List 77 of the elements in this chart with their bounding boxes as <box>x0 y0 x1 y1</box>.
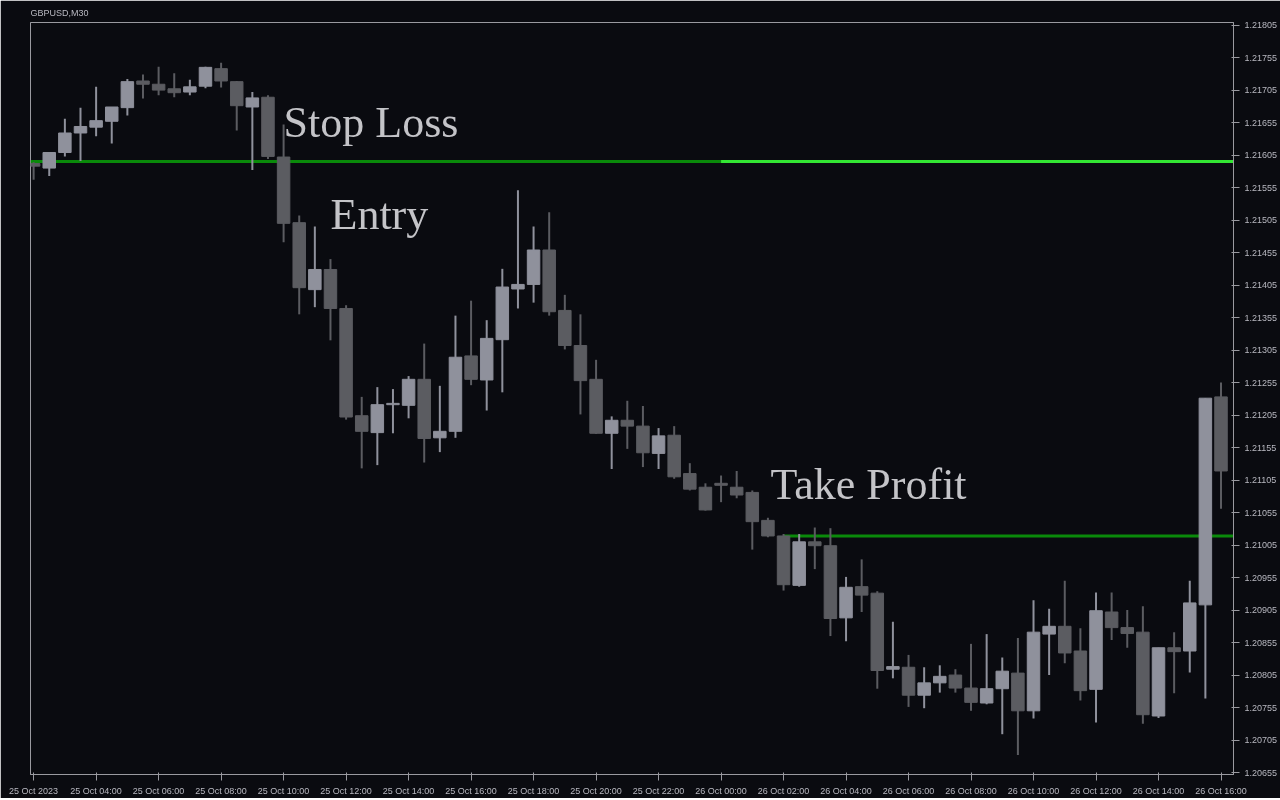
x-tick-label: 25 Oct 2023 <box>9 785 59 796</box>
y-tick-label: 1.21155 <box>1244 442 1277 453</box>
x-tick-label: 26 Oct 08:00 <box>945 785 997 796</box>
y-tick-label: 1.21805 <box>1244 20 1278 31</box>
candlestick <box>89 85 103 138</box>
candlestick <box>42 151 56 177</box>
y-tick-label: 1.21305 <box>1244 345 1278 356</box>
x-tick-label: 25 Oct 18:00 <box>507 785 560 796</box>
candlestick <box>620 399 635 450</box>
candlestick <box>948 668 963 694</box>
y-tick-label: 1.21555 <box>1244 182 1278 193</box>
candlestick <box>1042 607 1056 677</box>
candlestick <box>58 117 72 158</box>
candlestick <box>464 299 478 387</box>
y-tick-label: 1.21055 <box>1244 507 1278 518</box>
candlestick <box>433 384 447 454</box>
candlestick <box>995 656 1010 736</box>
x-tick-label: 25 Oct 20:00 <box>570 785 622 796</box>
candlestick <box>1167 631 1181 695</box>
candlestick <box>136 73 150 100</box>
x-tick-label: 26 Oct 16:00 <box>1195 785 1247 796</box>
y-tick-label: 1.20755 <box>1244 702 1278 713</box>
x-tick-label: 25 Oct 10:00 <box>257 785 310 796</box>
y-tick-label: 1.21355 <box>1244 312 1278 323</box>
y-tick-label: 1.21005 <box>1244 540 1278 551</box>
y-tick-label: 1.21255 <box>1244 377 1278 388</box>
y-tick-label: 1.21455 <box>1244 247 1278 258</box>
x-tick-label: 25 Oct 04:00 <box>70 785 122 796</box>
x-tick-label: 25 Oct 22:00 <box>632 785 685 796</box>
x-tick-label: 26 Oct 00:00 <box>695 785 747 796</box>
candlestick <box>964 642 978 712</box>
x-tick-label: 25 Oct 12:00 <box>320 785 372 796</box>
x-tick-label: 26 Oct 14:00 <box>1132 785 1185 796</box>
y-tick-label: 1.21655 <box>1244 117 1278 128</box>
y-tick-label: 1.20855 <box>1244 637 1278 648</box>
y-tick-label: 1.21405 <box>1244 280 1278 291</box>
y-tick-label: 1.21205 <box>1244 410 1278 421</box>
candlestick <box>917 666 931 710</box>
candlestick <box>886 620 900 680</box>
x-tick-label: 25 Oct 16:00 <box>445 785 497 796</box>
y-tick-label: 1.21605 <box>1244 150 1278 161</box>
annotation: Entry <box>330 190 429 239</box>
y-tick-label: 1.20905 <box>1244 605 1278 616</box>
candlestick <box>354 395 369 470</box>
candlestick <box>386 388 400 435</box>
x-tick-label: 26 Oct 02:00 <box>757 785 810 796</box>
y-tick-label: 1.20655 <box>1244 767 1278 778</box>
candlestick <box>714 474 728 504</box>
y-tick-label: 1.20955 <box>1244 572 1278 583</box>
y-tick-label: 1.20705 <box>1244 735 1278 746</box>
x-tick-label: 25 Oct 08:00 <box>195 785 247 796</box>
candlestick <box>604 415 619 471</box>
candlestick <box>651 427 666 471</box>
candlestick <box>73 106 88 162</box>
x-tick-label: 26 Oct 06:00 <box>882 785 935 796</box>
candlestick <box>308 225 322 309</box>
x-tick-label: 25 Oct 06:00 <box>132 785 185 796</box>
candlestick <box>511 189 525 310</box>
x-tick-label: 26 Oct 04:00 <box>820 785 872 796</box>
annotation: Take Profit <box>770 460 967 509</box>
y-tick-label: 1.21505 <box>1244 215 1278 226</box>
chart-title: GBPUSD,M30 <box>30 7 89 18</box>
x-tick-label: 25 Oct 14:00 <box>382 785 435 796</box>
y-tick-label: 1.21705 <box>1244 85 1278 96</box>
candlestick <box>683 462 697 492</box>
candlestick <box>808 526 822 571</box>
y-tick-label: 1.20805 <box>1244 670 1278 681</box>
candlestick <box>933 664 947 694</box>
candlestick <box>245 91 260 172</box>
y-tick-label: 1.21755 <box>1244 52 1278 63</box>
candlestick <box>698 482 713 512</box>
x-tick-label: 26 Oct 12:00 <box>1070 785 1122 796</box>
candlestick <box>214 61 228 89</box>
candlestick <box>979 633 994 706</box>
x-tick-label: 26 Oct 10:00 <box>1007 785 1060 796</box>
y-tick-label: 1.21105 <box>1244 475 1277 486</box>
annotation: Stop Loss <box>283 98 459 148</box>
